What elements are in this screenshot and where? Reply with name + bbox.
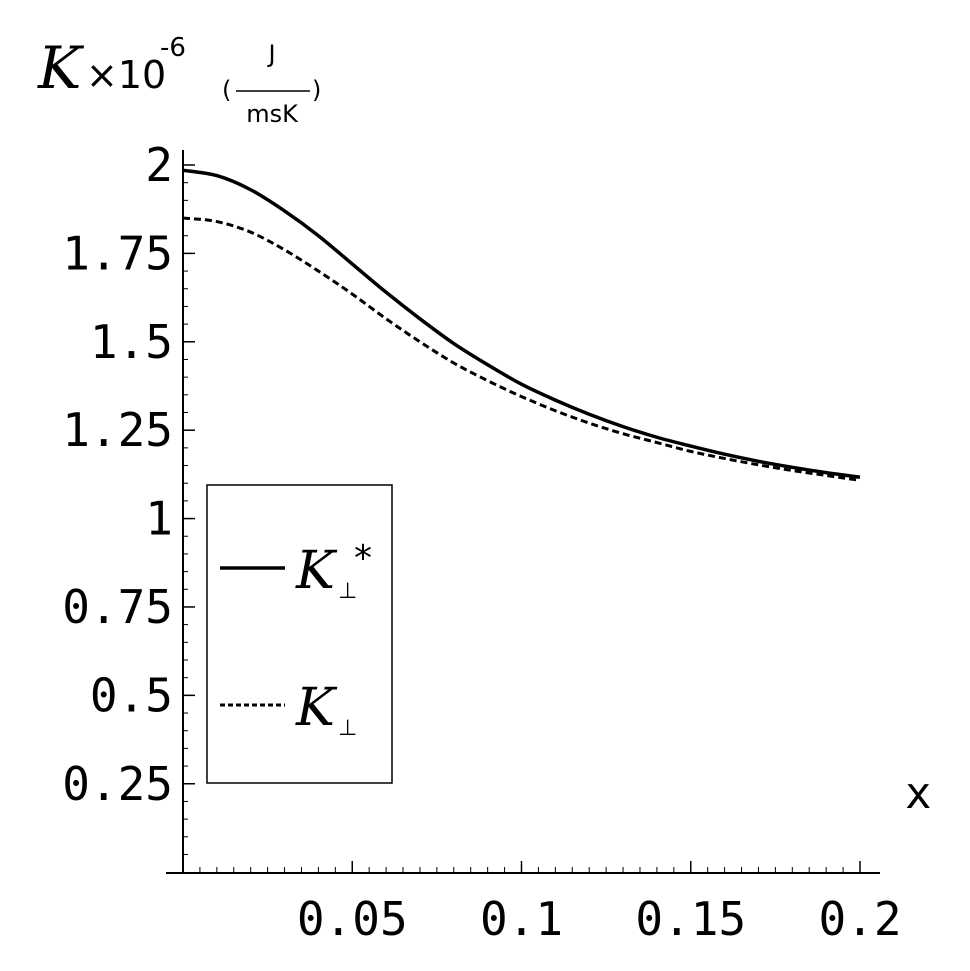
y-tick-label: 1.75 — [62, 226, 173, 280]
x-axis-label: x — [905, 768, 932, 819]
y-unit-numerator: J — [266, 40, 275, 68]
x-tick-label: 0.2 — [818, 892, 901, 946]
series-k-perp-star-solid-line — [182, 168, 861, 479]
y-label-multiplier: ×10 — [86, 53, 166, 97]
legend-box — [206, 484, 393, 784]
series-group — [182, 168, 861, 482]
y-tick-label: 1 — [145, 492, 173, 546]
y-unit-close: ) — [312, 76, 321, 104]
y-tick-label: 2 — [145, 138, 173, 192]
y-tick-label: 0.25 — [62, 757, 173, 811]
y-label-symbol: K — [37, 34, 85, 102]
legend: K ⊥ * K ⊥ — [206, 484, 393, 784]
legend-dashed-label: K — [295, 678, 338, 738]
y-axis-label: K ×10 -6 ( J msK ) — [37, 33, 321, 128]
y-label-exponent: -6 — [160, 33, 186, 63]
legend-solid-subscript: ⊥ — [338, 579, 357, 604]
y-tick-labels: 0.25 0.5 0.75 1 1.25 1.5 1.75 2 — [62, 138, 173, 811]
legend-solid-superscript: * — [354, 538, 372, 579]
x-tick-label: 0.15 — [635, 892, 746, 946]
y-tick-label: 1.5 — [90, 315, 173, 369]
x-major-ticks — [351, 861, 861, 873]
y-tick-label: 0.75 — [62, 580, 173, 634]
x-tick-label: 0.1 — [480, 892, 563, 946]
x-tick-label: 0.05 — [297, 892, 408, 946]
x-tick-labels: 0.05 0.1 0.15 0.2 — [297, 892, 902, 946]
y-tick-label: 0.5 — [90, 668, 173, 722]
y-major-ticks — [183, 164, 195, 785]
y-tick-label: 1.25 — [62, 403, 173, 457]
legend-dashed-subscript: ⊥ — [338, 716, 357, 741]
y-unit-open: ( — [222, 76, 231, 104]
y-unit-denominator: msK — [246, 100, 299, 128]
legend-solid-label: K — [295, 541, 338, 601]
series-k-perp-dashed-line — [182, 216, 861, 482]
x-minor-ticks — [199, 867, 861, 873]
